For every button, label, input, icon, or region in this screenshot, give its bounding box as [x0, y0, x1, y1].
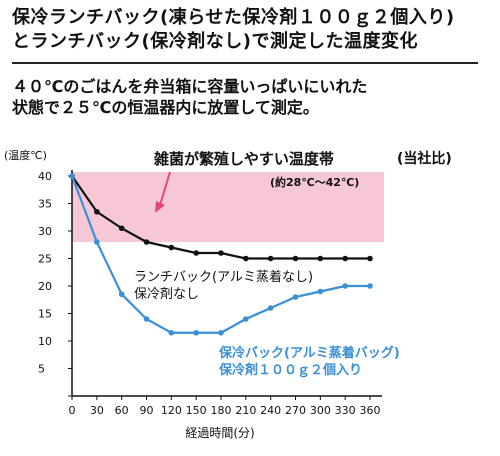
- x-tick-label: 180: [211, 404, 232, 417]
- x-tick-label: 150: [186, 404, 207, 417]
- source-note: (当社比): [397, 150, 452, 167]
- band-sublabel: (約28℃～42℃): [270, 175, 359, 189]
- series-2-point: [168, 329, 175, 336]
- x-tick-label: 210: [235, 404, 256, 417]
- series-2-point: [342, 283, 348, 289]
- x-tick-label: 270: [285, 404, 306, 417]
- series-1-point: [94, 208, 100, 215]
- band-label: 雑菌が繁殖しやすい温度帯: [153, 150, 334, 168]
- band-pointer-arrowhead: [155, 201, 165, 213]
- band-pointer-line: [159, 171, 171, 206]
- header-line-2: とランチバック(保冷剤なし)で測定した温度変化: [12, 31, 418, 52]
- x-tick-label: 0: [69, 404, 76, 417]
- series-1-point: [218, 250, 224, 256]
- series-1-point: [143, 239, 150, 245]
- series-2-point: [267, 305, 274, 311]
- series-2-point: [243, 316, 249, 322]
- x-tick-label: 300: [310, 404, 331, 417]
- series-2-point: [143, 316, 150, 322]
- y-axis-label: (温度℃): [4, 148, 47, 162]
- series-2-point: [317, 288, 324, 295]
- y-tick-label: 25: [38, 253, 52, 266]
- x-tick-label: 240: [260, 404, 281, 417]
- series-2-point: [69, 173, 75, 179]
- header: 保冷ランチバック(凍らせた保冷剤１００ｇ２個入り) とランチバック(保冷剤なし)…: [12, 6, 490, 54]
- series-2-point: [218, 329, 224, 336]
- header-line-1: 保冷ランチバック(凍らせた保冷剤１００ｇ２個入り): [12, 7, 455, 28]
- y-tick-label: 10: [38, 335, 52, 348]
- series-1-point: [292, 255, 299, 262]
- x-tick-label: 30: [90, 404, 104, 417]
- description: ４０℃のごはんを弁当箱に容量いっぱいにいれた 状態で２５℃の恒温器内に放置して測…: [12, 76, 490, 118]
- cooler-bag-label-line-1: 保冷バック(アルミ蒸着バッグ): [218, 345, 400, 361]
- cooler-bag-label-line-2: 保冷剤１００ｇ２個入り: [218, 362, 362, 378]
- x-tick-label: 120: [161, 404, 182, 417]
- description-line-1: ４０℃のごはんを弁当箱に容量いっぱいにいれた: [12, 77, 368, 96]
- series-1-point: [118, 225, 125, 232]
- series-2-point: [292, 294, 299, 300]
- series-1-point: [193, 250, 199, 256]
- y-tick-label: 30: [38, 225, 52, 238]
- lunch-bag-label-line-2: 保冷剤なし: [134, 286, 199, 302]
- series-1-point: [168, 244, 175, 251]
- y-tick-label: 5: [38, 363, 45, 376]
- y-tick-label: 20: [38, 280, 52, 293]
- x-tick-label: 60: [115, 404, 129, 417]
- series-2-point: [118, 291, 125, 298]
- y-tick-label: 35: [38, 198, 52, 211]
- x-axis-label: 経過時間(分): [185, 426, 254, 440]
- header-divider: [12, 62, 478, 64]
- lunch-bag-label-line-1: ランチバック(アルミ蒸着なし): [134, 269, 313, 285]
- y-tick-label: 15: [38, 308, 52, 321]
- series-1-point: [243, 255, 249, 262]
- series-1-point: [342, 255, 348, 262]
- series-1-point: [267, 255, 274, 262]
- series-1-point: [317, 255, 324, 262]
- description-line-2: 状態で２５℃の恒温器内に放置して測定。: [12, 98, 319, 117]
- series-2-point: [94, 239, 100, 245]
- y-tick-label: 40: [38, 170, 52, 183]
- x-tick-label: 360: [360, 404, 381, 417]
- x-tick-label: 90: [140, 404, 154, 417]
- series-1-point: [367, 255, 373, 262]
- series-2-point: [367, 283, 373, 289]
- x-tick-label: 330: [335, 404, 356, 417]
- series-2-point: [193, 329, 199, 336]
